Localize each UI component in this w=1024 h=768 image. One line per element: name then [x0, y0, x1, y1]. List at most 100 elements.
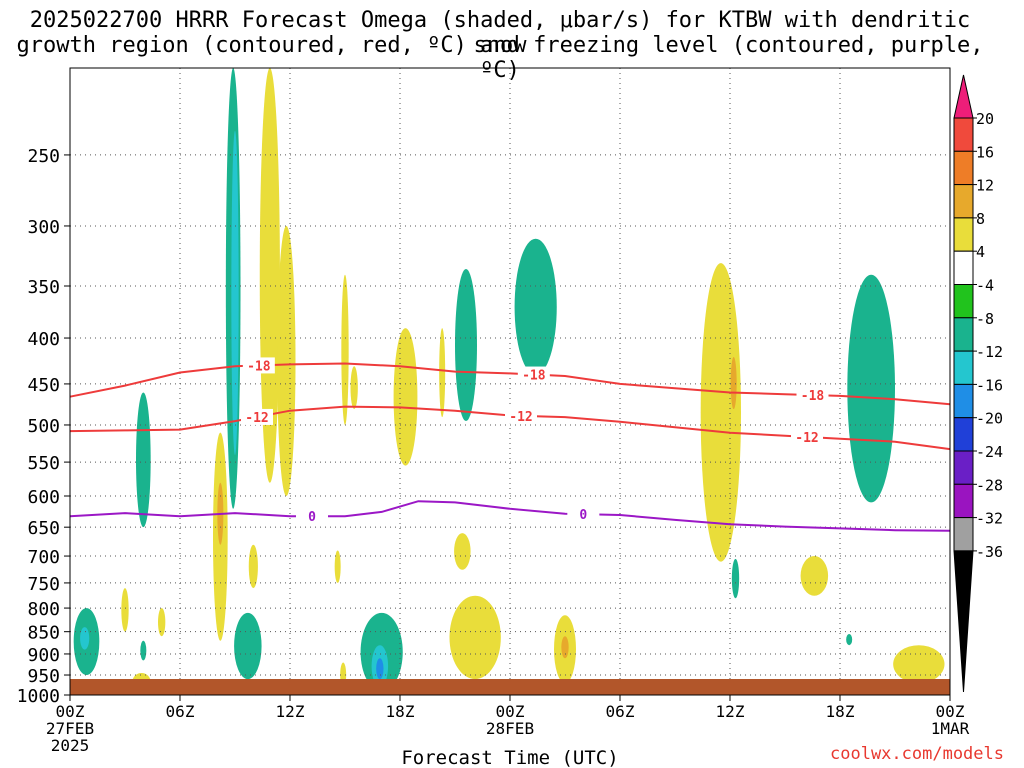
- colorbar: 20 16 12 8 4 -4 -8 -12 -16 -20 -24 -28 -32 -36: [953, 74, 1003, 693]
- omega-region: [80, 627, 90, 650]
- omega-region: [700, 263, 741, 562]
- y-tick-label: 600: [27, 487, 60, 508]
- colorbar-label: -4: [976, 277, 994, 295]
- y-tick-label: 650: [27, 518, 60, 539]
- x-tick-label: 12Z: [276, 702, 305, 721]
- contour-label: -12: [509, 410, 532, 425]
- y-tick-label: 350: [27, 277, 60, 298]
- colorbar-segment: [953, 217, 974, 252]
- x-tick-label: 2025: [51, 736, 90, 755]
- contour-label-bg: [242, 357, 275, 374]
- omega-region: [231, 130, 239, 455]
- omega-region: [893, 645, 945, 684]
- colorbar-label: 20: [976, 110, 994, 128]
- y-tick-label: 500: [27, 416, 60, 437]
- colorbar-segment: [953, 117, 974, 152]
- x-tick-label: 06Z: [606, 702, 635, 721]
- colorbar-label: -36: [976, 543, 1003, 561]
- omega-region: [341, 274, 349, 425]
- colorbar-segment: [953, 450, 974, 485]
- colorbar-label: -12: [976, 343, 1003, 361]
- chart-title-line-2: growth region (contoured, red, ºC) and f…: [16, 33, 984, 83]
- contour-label-bg: [241, 408, 273, 425]
- y-tick-label: 1000: [17, 686, 60, 707]
- omega-region: [393, 328, 418, 466]
- y-tick-label: 250: [27, 146, 60, 167]
- x-tick-label: 00Z: [56, 702, 85, 721]
- omega-region: [136, 392, 151, 528]
- colorbar-label: -28: [976, 476, 1003, 494]
- colorbar-segment: [953, 350, 974, 385]
- omega-region: [140, 640, 147, 661]
- y-tick-label: 750: [27, 574, 60, 595]
- y-tick-label: 700: [27, 547, 60, 568]
- x-tick-label: 18Z: [386, 702, 415, 721]
- omega-shading-layer: [73, 68, 945, 692]
- omega-region: [376, 658, 384, 680]
- omega-region: [846, 633, 853, 646]
- colorbar-segment: [953, 517, 974, 552]
- x-tick-label: 18Z: [826, 702, 855, 721]
- omega-region: [731, 558, 740, 599]
- omega-region: [454, 533, 471, 570]
- colorbar-segment: [953, 184, 974, 219]
- omega-region: [800, 556, 829, 596]
- omega-region: [121, 588, 129, 632]
- colorbar-label: 8: [976, 210, 985, 228]
- omega-region: [514, 238, 557, 376]
- x-tick-label: 00Z: [496, 702, 525, 721]
- x-axis-label: Forecast Time (UTC): [401, 747, 618, 768]
- omega-region: [248, 544, 258, 589]
- omega-region: [277, 225, 296, 496]
- colorbar-label: 12: [976, 177, 994, 195]
- colorbar-segment: [953, 284, 974, 319]
- omega-region: [561, 636, 569, 659]
- contour-label-bg: [505, 407, 537, 424]
- colorbar-label: -24: [976, 443, 1003, 461]
- omega-region: [158, 608, 166, 637]
- omega-region: [730, 357, 737, 410]
- x-tick-label: 06Z: [166, 702, 195, 721]
- contour-label: -12: [245, 411, 268, 426]
- contour-line: [69, 500, 951, 532]
- y-tick-label: 300: [27, 217, 60, 238]
- colorbar-label: -16: [976, 376, 1003, 394]
- ground-bar: [70, 679, 950, 695]
- contour-label-bg: [791, 428, 823, 445]
- colorbar-label: -8: [976, 310, 994, 328]
- colorbar-top-arrow: [953, 74, 974, 119]
- colorbar-label: 16: [976, 143, 994, 161]
- temperature-contours: -18 -18 -18 -12 -12 -12 0 0: [69, 357, 951, 532]
- colorbar-bottom-arrow: [953, 550, 974, 693]
- y-tick-label: 550: [27, 453, 60, 474]
- contour-label-bg: [517, 366, 550, 383]
- omega-region: [259, 68, 280, 483]
- colorbar-segment: [953, 317, 974, 352]
- colorbar-segment: [953, 383, 974, 419]
- contour-label: 0: [579, 508, 587, 523]
- credit-text: coolwx.com/models: [830, 744, 1004, 764]
- x-tick-label: 12Z: [716, 702, 745, 721]
- omega-region: [234, 612, 262, 680]
- omega-region: [847, 274, 896, 503]
- x-tick-label: 27FEB: [46, 719, 94, 738]
- colorbar-segment: [953, 417, 974, 452]
- contour-label-bg: [567, 506, 600, 523]
- contour-label-bg: [296, 508, 328, 525]
- colorbar-segment: [953, 250, 974, 285]
- chart-title-line-1: 2025022700 HRRR Forecast Omega (shaded, …: [29, 8, 971, 58]
- colorbar-label: -20: [976, 410, 1003, 428]
- contour-label: -12: [795, 431, 818, 446]
- contour-label: -18: [247, 359, 271, 374]
- omega-region: [334, 550, 341, 583]
- y-tick-label: 400: [27, 329, 60, 350]
- omega-region: [455, 268, 477, 422]
- contour-label: 0: [308, 510, 316, 525]
- x-tick-label: 00Z: [936, 702, 965, 721]
- colorbar-label: 4: [976, 243, 985, 261]
- y-tick-label: 800: [27, 599, 60, 620]
- colorbar-label: -32: [976, 510, 1003, 528]
- y-tick-label: 950: [27, 666, 60, 687]
- omega-region: [350, 366, 358, 410]
